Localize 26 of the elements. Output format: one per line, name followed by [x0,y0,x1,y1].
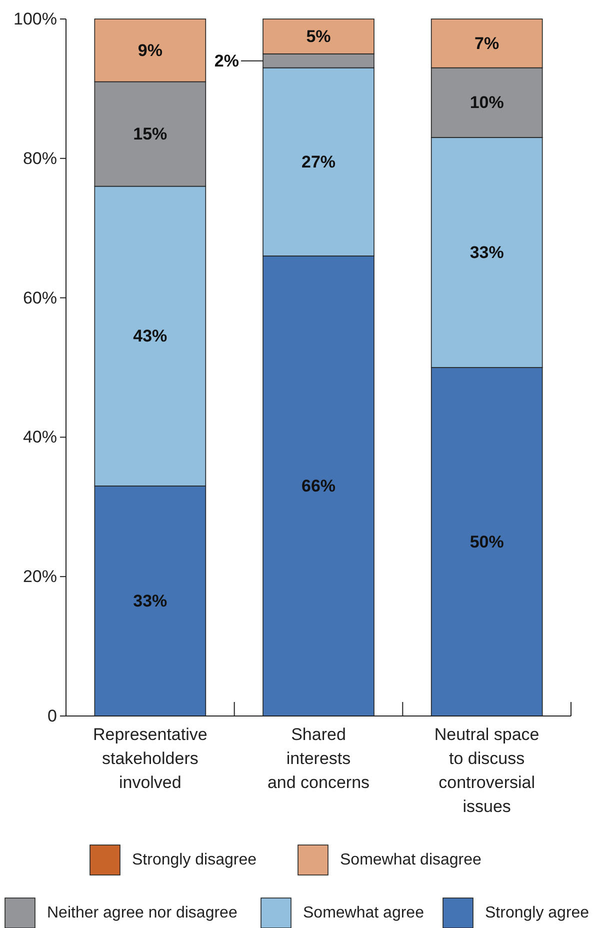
legend-label: Neither agree nor disagree [47,904,238,922]
data-label: 15% [133,124,168,144]
y-tick-label: 40% [22,428,57,447]
y-tick-label: 100% [14,10,57,28]
x-tick-label: Shared interests and concerns [267,725,370,792]
data-label: 33% [470,242,504,262]
data-label: 5% [306,26,331,46]
data-label: 50% [470,532,504,552]
legend-label: Somewhat disagree [340,852,482,868]
data-label: 10% [470,93,504,112]
legend-label: Strongly disagree [132,852,257,868]
y-tick-label: 60% [22,288,57,308]
y-tick-label: 20% [22,567,57,586]
x-tick-label: Representative stakeholders involved [92,725,208,792]
data-label: 7% [474,34,500,53]
data-label: 66% [301,476,336,496]
data-label: 33% [133,591,168,610]
legend-label: Strongly agree [485,904,590,922]
data-label: 27% [301,152,336,172]
y-tick-label: 0 [48,706,57,726]
data-label: 43% [133,326,168,346]
x-tick-label: Neutral space to discuss controversial issues [434,725,540,816]
legend-label: Somewhat agree [303,904,424,922]
data-label: 9% [138,40,162,60]
y-tick-label: 80% [22,148,57,168]
data-label: 2% [214,51,239,70]
